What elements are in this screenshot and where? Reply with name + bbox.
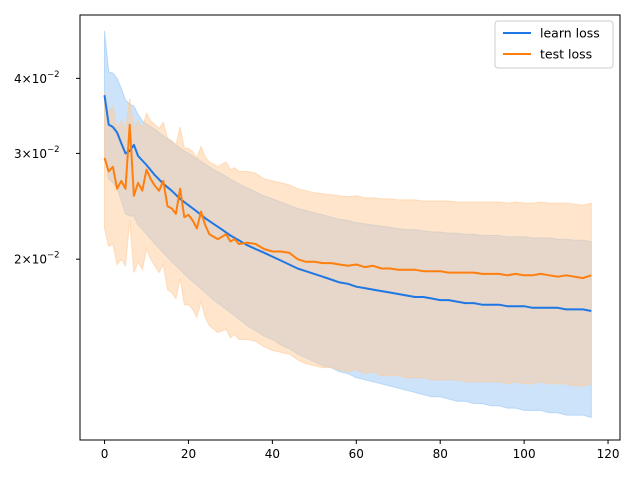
line-learn-loss [103, 95, 592, 312]
x-tick-label: 20 [181, 447, 196, 461]
x-axis: 0 20 40 60 80 100 120 [101, 440, 620, 461]
line-test-loss [103, 123, 592, 280]
confidence-bands [104, 30, 592, 419]
x-tick-label: 100 [513, 447, 536, 461]
legend-label-learn-loss: learn loss [540, 26, 600, 41]
band-test-loss [104, 91, 592, 387]
legend-label-test-loss: test loss [540, 47, 592, 62]
x-tick-label: 60 [349, 447, 364, 461]
plot-frame [79, 14, 621, 441]
x-tick-label: 80 [433, 447, 448, 461]
y-tick-label: 4×10−2 [14, 70, 60, 86]
x-tick-label: 0 [101, 447, 109, 461]
x-tick-label: 40 [265, 447, 280, 461]
y-tick-label: 3×10−2 [14, 145, 60, 161]
legend: learn loss test loss [494, 20, 614, 69]
x-tick-label: 120 [597, 447, 620, 461]
series-lines [103, 95, 592, 312]
y-tick-label: 2×10−2 [14, 251, 60, 267]
y-axis: 2×10−2 3×10−2 4×10−2 [14, 70, 80, 267]
